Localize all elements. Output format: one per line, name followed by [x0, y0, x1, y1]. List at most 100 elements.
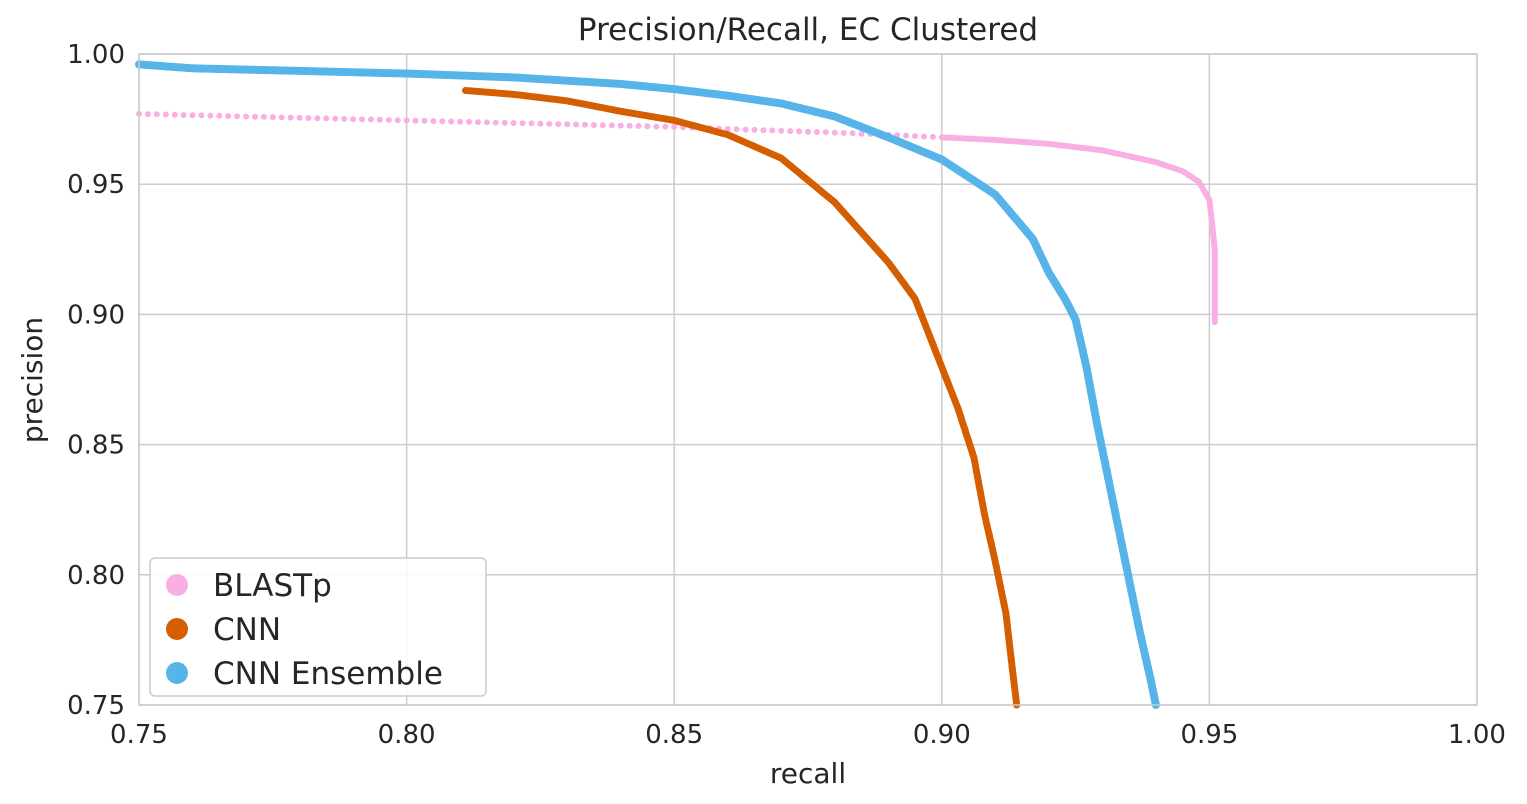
data-point	[421, 117, 428, 124]
data-point	[448, 118, 455, 125]
data-point	[180, 112, 187, 118]
data-point	[573, 121, 580, 128]
data-point	[501, 119, 508, 126]
y-tick-label: 0.85	[67, 431, 125, 461]
data-point	[849, 130, 856, 137]
data-point	[528, 120, 535, 127]
data-point	[153, 111, 160, 118]
data-point	[457, 118, 464, 125]
data-point	[314, 115, 321, 122]
data-point	[929, 133, 936, 140]
y-tick-labels: 0.75 0.80 0.85 0.90 0.95 1.00	[67, 40, 125, 721]
data-point	[269, 114, 276, 121]
data-point	[778, 127, 785, 134]
legend-marker	[166, 618, 188, 640]
data-point	[617, 122, 624, 129]
y-tick-label: 0.80	[67, 561, 125, 591]
data-point	[341, 115, 348, 122]
data-point	[564, 121, 571, 128]
data-point	[644, 123, 651, 130]
data-point	[403, 117, 410, 124]
legend-label: CNN	[213, 612, 281, 648]
data-point	[189, 112, 196, 119]
data-point	[796, 128, 803, 135]
data-point	[430, 118, 437, 125]
data-point	[546, 120, 553, 127]
series-blastp	[136, 110, 1218, 326]
data-point	[840, 130, 847, 136]
data-point	[243, 113, 249, 120]
y-tick-label: 1.00	[67, 40, 125, 70]
x-axis-title: recall	[770, 757, 846, 790]
legend-label: CNN Ensemble	[213, 656, 443, 692]
data-point	[216, 112, 223, 119]
series-cnn	[462, 87, 1021, 709]
data-point	[787, 128, 794, 135]
data-point	[582, 121, 588, 128]
data-point	[599, 122, 606, 129]
data-point	[1211, 319, 1218, 326]
data-point	[171, 111, 178, 118]
y-tick-label: 0.95	[67, 170, 125, 200]
data-point	[332, 115, 339, 122]
legend-marker	[166, 574, 188, 596]
data-point	[537, 120, 544, 127]
data-point	[225, 113, 232, 120]
data-point	[590, 122, 597, 128]
data-point	[278, 114, 285, 121]
x-tick-label: 0.90	[913, 720, 971, 750]
legend-label: BLASTp	[213, 568, 332, 604]
data-point	[376, 116, 383, 123]
data-point	[350, 116, 357, 123]
data-point	[198, 112, 205, 119]
y-axis-title: precision	[16, 317, 49, 443]
data-point	[305, 115, 312, 121]
data-point	[234, 113, 241, 120]
series-cnn-ensemble	[135, 60, 1160, 709]
data-point	[359, 116, 365, 123]
data-point	[653, 123, 660, 130]
legend: BLASTp CNN CNN Ensemble	[149, 557, 487, 697]
data-point	[751, 126, 758, 133]
data-point	[466, 118, 472, 125]
data-point	[252, 113, 258, 120]
data-point	[813, 129, 820, 135]
data-point	[912, 133, 918, 139]
data-point	[635, 123, 642, 129]
x-tick-labels: 0.75 0.80 0.85 0.90 0.95 1.00	[110, 720, 1506, 750]
legend-box	[149, 557, 487, 697]
series-layer	[135, 60, 1218, 709]
x-tick-label: 0.85	[645, 720, 703, 750]
data-point	[662, 123, 669, 130]
data-point	[626, 122, 633, 129]
y-tick-label: 0.90	[67, 300, 125, 330]
data-point	[769, 127, 776, 134]
data-point	[287, 114, 294, 121]
data-point	[162, 111, 169, 118]
data-point	[921, 133, 927, 140]
data-point	[367, 116, 374, 123]
x-tick-label: 0.95	[1180, 720, 1238, 750]
data-point	[555, 121, 562, 128]
data-point	[483, 119, 490, 126]
data-point	[439, 118, 446, 125]
data-point	[475, 119, 481, 126]
data-point	[144, 111, 151, 118]
x-tick-label: 1.00	[1448, 720, 1506, 750]
data-point	[608, 122, 615, 129]
data-point	[724, 126, 731, 132]
data-point	[394, 117, 401, 124]
data-point	[671, 123, 678, 130]
data-point	[519, 120, 526, 127]
data-point	[385, 117, 392, 123]
data-point	[903, 132, 910, 139]
x-tick-label: 0.80	[378, 720, 436, 750]
y-tick-label: 0.75	[67, 691, 125, 721]
data-point	[742, 126, 749, 133]
plot-frame	[138, 53, 1478, 706]
x-tick-label: 0.75	[110, 720, 168, 750]
data-point	[492, 119, 499, 126]
data-point	[805, 128, 811, 135]
data-point	[831, 129, 838, 136]
